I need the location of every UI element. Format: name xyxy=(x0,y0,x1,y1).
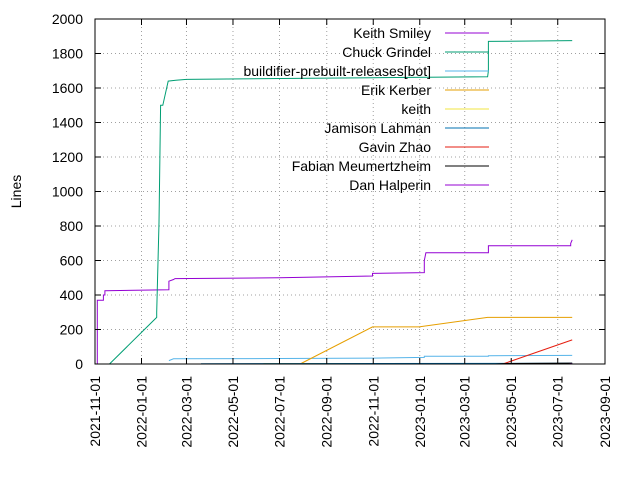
legend-label: Fabian Meumertzheim xyxy=(292,158,431,174)
legend: Keith Smiley Chuck Grindel buildifier-preb… xyxy=(243,25,489,193)
y-tick-label: 1200 xyxy=(52,149,83,165)
legend-label: Chuck Grindel xyxy=(342,44,431,60)
legend-label: Erik Kerber xyxy=(361,82,431,98)
x-tick-label: 2022-03-01 xyxy=(178,376,194,448)
y-tick-label: 400 xyxy=(60,287,84,303)
y-tick-label: 600 xyxy=(60,253,84,269)
x-tick-label: 2023-07-01 xyxy=(550,376,566,448)
x-tick-label: 2022-09-01 xyxy=(319,376,335,448)
series-lines xyxy=(96,40,573,365)
x-tick-label: 2022-01-01 xyxy=(134,376,150,448)
series-line xyxy=(168,354,573,362)
x-tick-label: 2023-09-01 xyxy=(597,376,613,448)
x-tick-label: 2023-05-01 xyxy=(503,376,519,448)
legend-label: Jamison Lahman xyxy=(324,120,431,136)
x-axis-ticks: 2021-11-01 2022-01-01 2022-03-01 2022-05-01… xyxy=(87,19,613,448)
x-tick-label: 2023-03-01 xyxy=(457,376,473,448)
y-tick-label: 200 xyxy=(60,322,84,338)
y-tick-label: 1600 xyxy=(52,80,83,96)
x-tick-label: 2022-05-01 xyxy=(225,376,241,448)
grid-lines xyxy=(95,19,605,364)
series-line xyxy=(96,239,573,364)
y-tick-label: 800 xyxy=(60,218,84,234)
legend-label: buildifier-prebuilt-releases[bot] xyxy=(243,63,431,79)
x-tick-label: 2021-11-01 xyxy=(87,376,103,447)
legend-label: Keith Smiley xyxy=(353,25,431,41)
y-tick-label: 0 xyxy=(75,356,83,372)
y-axis-ticks: 0 200 400 600 800 1000 1200 1400 1600 1800 2000 xyxy=(52,11,605,372)
y-tick-label: 1000 xyxy=(52,184,83,200)
y-axis-label: Lines xyxy=(8,175,24,208)
legend-label: keith xyxy=(401,101,431,117)
x-tick-label: 2023-01-01 xyxy=(412,376,428,448)
series-line xyxy=(109,40,573,365)
x-tick-label: 2022-11-01 xyxy=(365,376,381,447)
legend-label: Dan Halperin xyxy=(349,177,431,193)
x-tick-label: 2022-07-01 xyxy=(271,376,287,448)
y-tick-label: 2000 xyxy=(52,11,83,27)
series-line xyxy=(502,339,573,365)
series-line xyxy=(299,316,573,365)
legend-label: Gavin Zhao xyxy=(359,139,432,155)
y-tick-label: 1800 xyxy=(52,46,83,62)
y-tick-label: 1400 xyxy=(52,115,83,131)
